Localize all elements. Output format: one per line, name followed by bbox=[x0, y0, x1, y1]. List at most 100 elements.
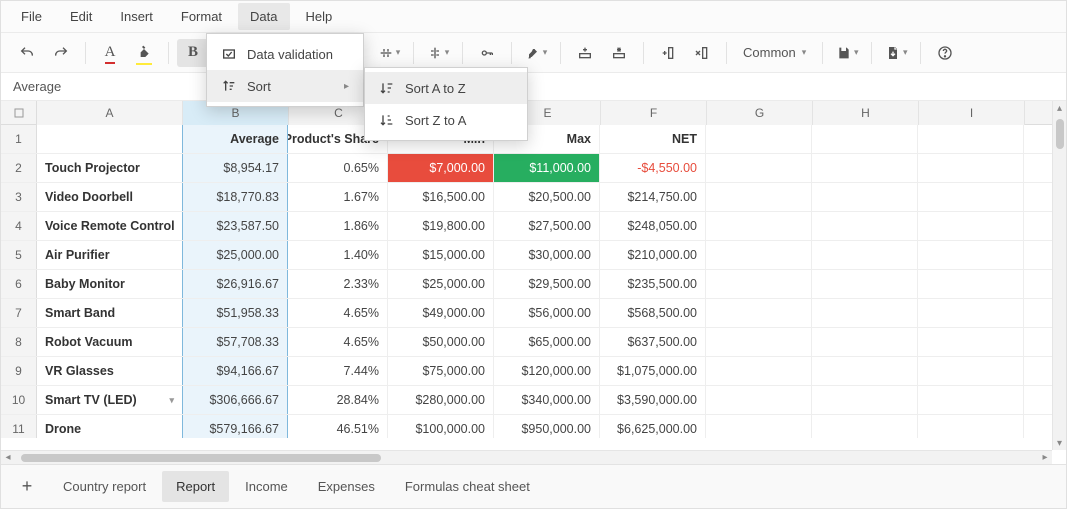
sheet-tab-country-report[interactable]: Country report bbox=[49, 471, 160, 502]
row-header[interactable]: 8 bbox=[1, 328, 37, 356]
product-name-cell[interactable]: Voice Remote Control bbox=[37, 212, 183, 240]
empty-cell[interactable] bbox=[918, 386, 1024, 414]
empty-cell[interactable] bbox=[706, 357, 812, 385]
menu-item-sort[interactable]: Sort ▸ bbox=[207, 70, 363, 102]
net-cell[interactable]: -$4,550.00 bbox=[600, 154, 706, 182]
product-name-cell[interactable]: Baby Monitor bbox=[37, 270, 183, 298]
horizontal-align-button[interactable]: ▾ bbox=[422, 39, 454, 67]
empty-cell[interactable] bbox=[706, 299, 812, 327]
vertical-align-button[interactable]: ▾ bbox=[373, 39, 405, 67]
net-cell[interactable]: $248,050.00 bbox=[600, 212, 706, 240]
empty-cell[interactable] bbox=[918, 357, 1024, 385]
row-header[interactable]: 2 bbox=[1, 154, 37, 182]
sheet-tab-expenses[interactable]: Expenses bbox=[304, 471, 389, 502]
share-cell[interactable]: 1.67% bbox=[288, 183, 388, 211]
chevron-down-icon[interactable]: ▾ bbox=[169, 395, 174, 406]
menu-help[interactable]: Help bbox=[294, 3, 345, 30]
max-cell[interactable]: $30,000.00 bbox=[494, 241, 600, 269]
net-cell[interactable]: $235,500.00 bbox=[600, 270, 706, 298]
min-cell[interactable]: $280,000.00 bbox=[388, 386, 494, 414]
empty-cell[interactable] bbox=[812, 415, 918, 438]
row-header[interactable]: 3 bbox=[1, 183, 37, 211]
empty-cell[interactable] bbox=[812, 183, 918, 211]
min-cell[interactable]: $16,500.00 bbox=[388, 183, 494, 211]
menu-edit[interactable]: Edit bbox=[58, 3, 104, 30]
help-button[interactable] bbox=[929, 39, 961, 67]
product-name-cell[interactable]: Drone bbox=[37, 415, 183, 438]
share-cell[interactable]: 4.65% bbox=[288, 299, 388, 327]
min-cell[interactable]: $19,800.00 bbox=[388, 212, 494, 240]
download-button[interactable]: ▾ bbox=[880, 39, 912, 67]
save-button[interactable]: ▾ bbox=[831, 39, 863, 67]
average-cell[interactable]: $18,770.83 bbox=[182, 183, 288, 211]
text-color-button[interactable]: A bbox=[94, 39, 126, 67]
net-cell[interactable]: $1,075,000.00 bbox=[600, 357, 706, 385]
fill-color-button[interactable] bbox=[128, 39, 160, 67]
empty-cell[interactable] bbox=[918, 299, 1024, 327]
menu-item-sort-az[interactable]: Sort A to Z bbox=[365, 72, 527, 104]
share-cell[interactable]: 28.84% bbox=[288, 386, 388, 414]
bold-button[interactable]: B bbox=[177, 39, 209, 67]
product-name-cell[interactable]: Robot Vacuum bbox=[37, 328, 183, 356]
header-cell[interactable] bbox=[812, 125, 918, 153]
share-cell[interactable]: 1.40% bbox=[288, 241, 388, 269]
empty-cell[interactable] bbox=[812, 241, 918, 269]
max-cell[interactable]: $29,500.00 bbox=[494, 270, 600, 298]
formula-bar[interactable]: Average bbox=[1, 73, 1066, 101]
empty-cell[interactable] bbox=[918, 270, 1024, 298]
empty-cell[interactable] bbox=[918, 328, 1024, 356]
empty-cell[interactable] bbox=[918, 415, 1024, 438]
max-cell[interactable]: $20,500.00 bbox=[494, 183, 600, 211]
empty-cell[interactable] bbox=[706, 328, 812, 356]
average-cell[interactable]: $23,587.50 bbox=[182, 212, 288, 240]
share-cell[interactable]: 2.33% bbox=[288, 270, 388, 298]
min-cell[interactable]: $100,000.00 bbox=[388, 415, 494, 438]
col-header-I[interactable]: I bbox=[919, 101, 1025, 125]
max-cell[interactable]: $120,000.00 bbox=[494, 357, 600, 385]
menu-insert[interactable]: Insert bbox=[108, 3, 165, 30]
empty-cell[interactable] bbox=[706, 154, 812, 182]
empty-cell[interactable] bbox=[812, 154, 918, 182]
min-cell[interactable]: $50,000.00 bbox=[388, 328, 494, 356]
menu-item-sort-za[interactable]: Sort Z to A bbox=[365, 104, 527, 136]
empty-cell[interactable] bbox=[812, 386, 918, 414]
horizontal-scrollbar[interactable]: ◂ ▸ bbox=[1, 450, 1052, 464]
add-sheet-button[interactable]: + bbox=[11, 473, 43, 501]
product-name-cell[interactable]: Smart TV (LED)▾ bbox=[37, 386, 183, 414]
empty-cell[interactable] bbox=[812, 212, 918, 240]
average-cell[interactable]: $57,708.33 bbox=[182, 328, 288, 356]
product-name-cell[interactable]: Video Doorbell bbox=[37, 183, 183, 211]
col-header-G[interactable]: G bbox=[707, 101, 813, 125]
max-cell[interactable]: $11,000.00 bbox=[494, 154, 600, 182]
share-cell[interactable]: 4.65% bbox=[288, 328, 388, 356]
sheet-tab-income[interactable]: Income bbox=[231, 471, 302, 502]
menu-file[interactable]: File bbox=[9, 3, 54, 30]
average-cell[interactable]: $25,000.00 bbox=[182, 241, 288, 269]
select-all-corner[interactable] bbox=[1, 101, 37, 124]
net-cell[interactable]: $3,590,000.00 bbox=[600, 386, 706, 414]
share-cell[interactable]: 0.65% bbox=[288, 154, 388, 182]
menu-item-data-validation[interactable]: Data validation bbox=[207, 38, 363, 70]
net-cell[interactable]: $568,500.00 bbox=[600, 299, 706, 327]
min-cell[interactable]: $7,000.00 bbox=[388, 154, 494, 182]
insert-col-button[interactable] bbox=[652, 39, 684, 67]
row-header[interactable]: 9 bbox=[1, 357, 37, 385]
empty-cell[interactable] bbox=[706, 415, 812, 438]
header-cell[interactable] bbox=[706, 125, 812, 153]
empty-cell[interactable] bbox=[706, 183, 812, 211]
header-cell[interactable]: NET bbox=[600, 125, 706, 153]
header-cell[interactable] bbox=[37, 125, 183, 153]
average-cell[interactable]: $306,666.67 bbox=[182, 386, 288, 414]
row-header[interactable]: 11 bbox=[1, 415, 37, 438]
empty-cell[interactable] bbox=[706, 386, 812, 414]
empty-cell[interactable] bbox=[918, 183, 1024, 211]
net-cell[interactable]: $214,750.00 bbox=[600, 183, 706, 211]
header-cell[interactable]: Average bbox=[182, 125, 288, 153]
max-cell[interactable]: $27,500.00 bbox=[494, 212, 600, 240]
share-cell[interactable]: 1.86% bbox=[288, 212, 388, 240]
insert-row-button[interactable] bbox=[569, 39, 601, 67]
max-cell[interactable]: $65,000.00 bbox=[494, 328, 600, 356]
delete-col-button[interactable] bbox=[686, 39, 718, 67]
empty-cell[interactable] bbox=[812, 270, 918, 298]
menu-format[interactable]: Format bbox=[169, 3, 234, 30]
